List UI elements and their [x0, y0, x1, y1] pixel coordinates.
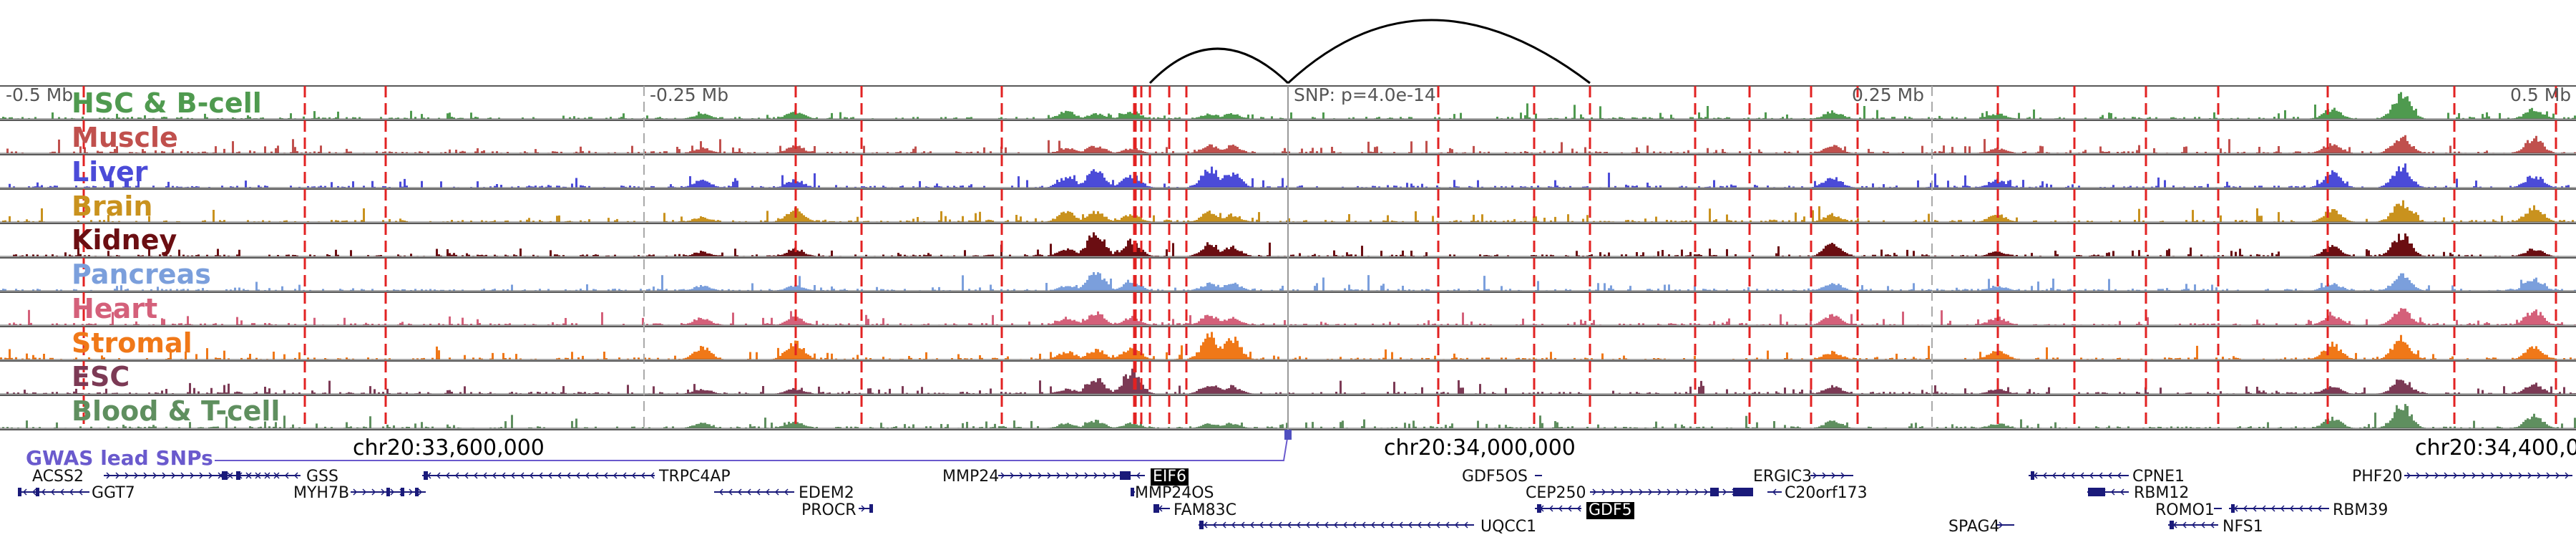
gene-strand-arrows-spag4: [1999, 521, 2004, 529]
signal-track-4: [0, 232, 2576, 256]
signal-track-1: [0, 135, 2576, 153]
track-label-stromal: Stromal: [72, 327, 192, 359]
track-label-liver: Liver: [72, 156, 148, 188]
gene-strand-arrows-cep250: [1592, 488, 1737, 496]
scale-label-plus-0.25mb: 0.25 Mb: [1852, 85, 1925, 105]
signal-track-0: [0, 92, 2576, 119]
gene-exon-nfs1-0: [2170, 521, 2174, 529]
scale-label-minus-0.5mb: -0.5 Mb: [6, 85, 74, 105]
gene-exon-myh7b-2: [415, 488, 419, 496]
gene-exon-myh7b-1: [401, 488, 404, 496]
loop-arc-right: [1287, 19, 1591, 85]
loop-arc-left: [1148, 47, 1289, 85]
gene-label-trpc4ap: TRPC4AP: [659, 468, 731, 486]
gene-label-procr: PROCR: [801, 501, 857, 519]
gene-label-mmp24: MMP24: [942, 468, 1000, 486]
gene-label-gdf5: GDF5: [1586, 502, 1634, 519]
gene-label-ergic3: ERGIC3: [1753, 468, 1813, 486]
track-label-heart: Heart: [72, 293, 158, 324]
track-label-hsc-bcell: HSC & B-cell: [72, 87, 262, 119]
gene-label-c20orf173: C20orf173: [1785, 484, 1868, 502]
gene-label-acss2: ACSS2: [32, 468, 84, 486]
signal-track-7: [0, 332, 2576, 360]
gene-label-ggt7: GGT7: [92, 484, 135, 502]
gwas-lead-snps-label: GWAS lead SNPs: [26, 446, 213, 470]
coord-label-right: chr20:34,400,000: [2415, 435, 2576, 461]
gene-strand-arrows-c20orf173: [1772, 488, 1777, 496]
gene-label-cpne1: CPNE1: [2132, 468, 2185, 486]
gene-exon-ggt7-1: [36, 488, 39, 496]
gene-label-eif6: EIF6: [1151, 468, 1189, 486]
gene-exon-cep250-0: [1710, 488, 1719, 496]
gene-strand-arrows-edem2: [718, 488, 789, 496]
track-label-blood-tcell: Blood & T-cell: [72, 395, 280, 427]
coord-label-middle: chr20:34,000,000: [1384, 435, 1576, 461]
track-label-esc: ESC: [72, 361, 130, 392]
signal-track-6: [0, 308, 2576, 325]
gene-label-romo1: ROMO1: [2155, 501, 2215, 519]
gene-exon-cpne1-0: [2031, 471, 2034, 480]
gene-strand-arrows-phf20: [2406, 472, 2570, 479]
track-label-kidney: Kidney: [72, 224, 177, 256]
gene-label-uqcc1: UQCC1: [1480, 518, 1537, 536]
signal-track-5: [0, 272, 2576, 291]
gene-strand-arrows-procr: [861, 505, 866, 512]
gwas-snp-marker: [1284, 430, 1292, 440]
gene-strand-arrows-ergic3: [1813, 472, 1845, 479]
gene-exon-fam83c-0: [1153, 504, 1159, 513]
track-label-muscle: Muscle: [72, 122, 178, 153]
gene-exon-gdf5-0: [1537, 504, 1541, 513]
scale-label-minus-0.25mb: -0.25 Mb: [650, 85, 729, 105]
scale-label-plus-0.5mb: 0.5 Mb: [2510, 85, 2572, 105]
gene-exon-cep250-1: [1733, 488, 1753, 496]
gene-exon-trpc4ap-0: [424, 471, 428, 480]
gene-strand-arrows-uqcc1: [1203, 521, 1468, 529]
gene-label-nfs1: NFS1: [2223, 518, 2263, 536]
gene-label-fam83c: FAM83C: [1174, 501, 1237, 519]
gene-label-gss: GSS: [306, 468, 338, 486]
signal-track-3: [0, 200, 2576, 222]
gene-label-phf20: PHF20: [2352, 468, 2403, 486]
gene-label-spag4: SPAG4: [1948, 518, 2000, 536]
gene-exon-gss-0: [222, 471, 228, 480]
coord-label-left: chr20:33,600,000: [353, 435, 545, 461]
snp-label: SNP: p=4.0e-14: [1294, 85, 1436, 105]
gene-strand-arrows-mmp24: [1000, 472, 1117, 479]
gene-label-mmp24os: MMP24OS: [1135, 484, 1214, 502]
gene-exon-ggt7-0: [18, 488, 21, 496]
gene-exon-uqcc1-0: [1199, 521, 1204, 529]
gene-label-myh7b: MYH7B: [293, 484, 350, 502]
gene-exon-gss-1: [236, 471, 240, 480]
gene-label-edem2: EDEM2: [799, 484, 854, 502]
track-label-brain: Brain: [72, 191, 153, 222]
signal-track-2: [0, 163, 2576, 188]
gene-exon-mmp24os-0: [1131, 488, 1134, 496]
gene-exon-rbm12-0: [2088, 488, 2105, 496]
track-label-pancreas: Pancreas: [72, 259, 211, 290]
gene-label-gdf5os: GDF5OS: [1462, 468, 1528, 486]
gene-strand-arrows-ggt7: [22, 488, 83, 496]
gene-exon-myh7b-0: [386, 488, 390, 496]
gwas-connector: [215, 433, 1289, 461]
gene-label-cep250: CEP250: [1526, 484, 1586, 502]
gene-label-rbm39: RBM39: [2333, 501, 2389, 519]
gene-exon-eif6-0: [1123, 471, 1131, 480]
gene-exon-procr-0: [869, 504, 873, 513]
gene-exon-rbm39-0: [2231, 504, 2235, 513]
gene-label-rbm12: RBM12: [2134, 484, 2190, 502]
